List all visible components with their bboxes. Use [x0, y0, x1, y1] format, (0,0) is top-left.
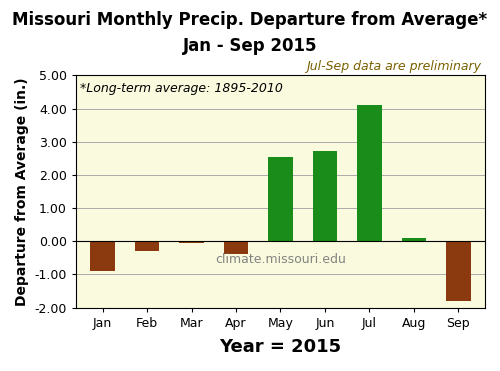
- Y-axis label: Departure from Average (in.): Departure from Average (in.): [15, 77, 29, 306]
- Bar: [446, 241, 470, 301]
- Text: climate.missouri.edu: climate.missouri.edu: [215, 253, 346, 266]
- Bar: [224, 241, 248, 254]
- Text: Jan - Sep 2015: Jan - Sep 2015: [183, 37, 318, 55]
- Bar: [268, 157, 292, 241]
- Bar: [312, 151, 337, 241]
- Text: Jul-Sep data are preliminary: Jul-Sep data are preliminary: [306, 60, 481, 73]
- Text: *Long-term average: 1895-2010: *Long-term average: 1895-2010: [80, 82, 283, 95]
- Text: Missouri Monthly Precip. Departure from Average*: Missouri Monthly Precip. Departure from …: [12, 11, 488, 29]
- Bar: [135, 241, 160, 250]
- X-axis label: Year = 2015: Year = 2015: [220, 338, 342, 356]
- Bar: [180, 241, 204, 243]
- Bar: [90, 241, 115, 271]
- Bar: [357, 105, 382, 241]
- Bar: [402, 238, 426, 241]
